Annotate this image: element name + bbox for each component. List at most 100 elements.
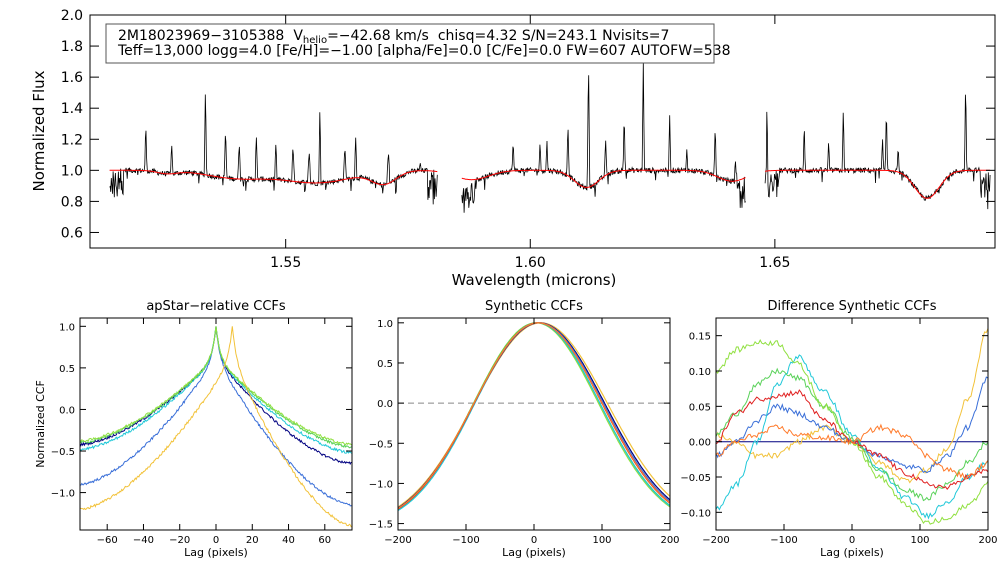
x-tick-label: 100 xyxy=(592,535,611,546)
synthetic-ccf-plot-frame xyxy=(397,317,671,531)
x-tick-label: −100 xyxy=(770,535,797,546)
y-tick-label: 1.0 xyxy=(377,319,393,330)
apstar-ccf-ticks: −60 −40 −20 0 20 40 60 −1.0 −0.5 0.0 0.5 1.0 xyxy=(51,318,352,546)
difference-ccf-green-line xyxy=(715,339,989,525)
x-tick-label: −60 xyxy=(97,535,118,546)
y-tick-label: −1.0 xyxy=(51,489,75,500)
y-tick-label: 1.8 xyxy=(61,39,83,55)
difference-ccf-gold-line xyxy=(715,328,989,484)
y-tick-label: 0.6 xyxy=(61,225,83,241)
difference-ccf-orange-line xyxy=(715,423,989,480)
apstar-ccf-lines xyxy=(79,326,353,528)
star-id: 2M18023969−3105388 xyxy=(118,28,284,44)
x-tick-label: 1.65 xyxy=(759,255,790,271)
y-tick-label: 0.8 xyxy=(61,194,83,210)
y-tick-label: 2.0 xyxy=(61,8,83,24)
apstar-ccf-x-axis-title: Lag (pixels) xyxy=(184,546,248,559)
synthetic-ccf-orange-line xyxy=(397,322,671,510)
synthetic-ccf-red-line xyxy=(397,322,671,510)
synthetic-ccf-green-line xyxy=(397,322,671,511)
y-tick-label: −0.05 xyxy=(680,473,711,484)
synthetic-ccf-title: Synthetic CCFs xyxy=(485,299,583,314)
fit-stats: chisq=4.32 S/N=243.1 Nvisits=7 xyxy=(438,28,670,44)
synthetic-ccf-cyan-line xyxy=(397,322,671,512)
difference-ccf-cyan-line xyxy=(715,354,989,520)
annotation-box xyxy=(105,23,715,64)
synthetic-ccf-x-axis-title: Lag (pixels) xyxy=(502,546,566,559)
spectrum-panel: 1.55 1.60 1.65 0.6 0.8 1.0 1.2 1.4 1.6 1.8 2.0 2M1… xyxy=(30,8,996,289)
y-tick-label: 0.0 xyxy=(377,399,393,410)
x-tick-label: 100 xyxy=(910,535,929,546)
y-tick-label: −0.5 xyxy=(369,439,393,450)
y-tick-label: 1.4 xyxy=(61,101,83,117)
x-tick-label: 40 xyxy=(282,535,295,546)
annotation-line-1: 2M18023969−3105388 Vhelio=−42.68 km/s chis… xyxy=(118,28,669,46)
v-helio-subscript: helio xyxy=(303,35,327,46)
observed-spectrum-chip-1 xyxy=(109,94,438,205)
synthetic-ccf-navy-line xyxy=(397,322,671,509)
x-tick-label: 0 xyxy=(213,535,219,546)
x-tick-label: 60 xyxy=(318,535,331,546)
spectrum-plot-frame xyxy=(89,14,996,249)
synthetic-ccf-blue-line xyxy=(397,322,671,510)
model-spectrum-chip-3 xyxy=(765,169,991,199)
v-helio-label: V xyxy=(293,28,303,44)
apstar-ccf-title: apStar−relative CCFs xyxy=(146,299,286,314)
apstar-ccf-plot-frame xyxy=(79,317,353,531)
observed-spectrum-chip-2 xyxy=(461,61,746,213)
x-tick-label: 1.55 xyxy=(270,255,301,271)
synthetic-ccf-lines xyxy=(397,322,671,512)
y-tick-label: −0.5 xyxy=(51,447,75,458)
x-tick-label: −100 xyxy=(452,535,479,546)
y-tick-label: 0.10 xyxy=(689,367,711,378)
difference-ccf-blue-line xyxy=(715,376,989,474)
y-tick-label: 1.2 xyxy=(61,132,83,148)
apstar-ccf-blue-line xyxy=(79,326,353,507)
y-tick-label: −0.10 xyxy=(680,508,711,519)
y-tick-label: 0.5 xyxy=(59,364,75,375)
y-tick-label: 0.5 xyxy=(377,359,393,370)
x-tick-label: −200 xyxy=(702,535,729,546)
synthetic-ccf-panel: −200 −100 0 100 200 −1.5 −1.0 −0.5 0.0 0.5 1.0 Syn… xyxy=(369,299,680,559)
difference-ccf-plot-frame xyxy=(715,317,989,531)
apstar-ccf-panel: −60 −40 −20 0 20 40 60 −1.0 −0.5 0.0 0.5 1.0 apStar… xyxy=(34,299,353,559)
apstar-ccf-green-line xyxy=(79,326,353,446)
x-tick-label: 200 xyxy=(660,535,679,546)
apstar-ccf-cyan-line xyxy=(79,327,353,454)
observed-spectrum-chip-3 xyxy=(764,94,991,210)
y-tick-label: 1.6 xyxy=(61,70,83,86)
annotation-line-2: Teff=13,000 logg=4.0 [Fe/H]=−1.00 [alpha… xyxy=(117,43,731,59)
spectrum-lines xyxy=(109,61,991,213)
y-tick-label: 0.15 xyxy=(689,332,711,343)
y-tick-label: −1.0 xyxy=(369,479,393,490)
spectrum-ticks: 1.55 1.60 1.65 0.6 0.8 1.0 1.2 1.4 1.6 1.8 2.0 xyxy=(61,8,995,271)
synthetic-ccf-gold-line xyxy=(397,322,671,508)
y-tick-label: 0.0 xyxy=(59,405,75,416)
apstar-ccf-y-axis-title: Normalized CCF xyxy=(34,380,47,468)
y-tick-label: 0.00 xyxy=(689,438,711,449)
y-tick-label: 1.0 xyxy=(61,163,83,179)
difference-ccf-lines xyxy=(715,328,989,525)
difference-ccf-ticks: −200 −100 0 100 200 −0.10 −0.05 0.00 0.05 0.10 0.1… xyxy=(680,318,998,546)
spectrum-y-axis-title: Normalized Flux xyxy=(30,70,48,191)
difference-ccf-panel: −200 −100 0 100 200 −0.10 −0.05 0.00 0.05 0.10 0.1… xyxy=(680,299,997,559)
x-tick-label: 1.60 xyxy=(515,255,546,271)
synthetic-ccf-lime-line xyxy=(397,322,671,510)
y-tick-label: −1.5 xyxy=(369,520,393,531)
difference-ccf-lime-line xyxy=(715,367,989,502)
difference-ccf-x-axis-title: Lag (pixels) xyxy=(820,546,884,559)
x-tick-label: −200 xyxy=(384,535,411,546)
x-tick-label: 200 xyxy=(978,535,997,546)
apstar-ccf-navy-line xyxy=(79,326,353,465)
y-tick-label: 0.05 xyxy=(689,402,711,413)
spectrum-x-axis-title: Wavelength (microns) xyxy=(452,271,617,289)
difference-ccf-title: Difference Synthetic CCFs xyxy=(767,299,936,314)
x-tick-label: −40 xyxy=(133,535,154,546)
synthetic-ccf-ticks: −200 −100 0 100 200 −1.5 −1.0 −0.5 0.0 0.5 1.0 xyxy=(369,318,680,546)
x-tick-label: 20 xyxy=(246,535,259,546)
model-spectrum-chip-2 xyxy=(461,169,746,188)
y-tick-label: 1.0 xyxy=(59,322,75,333)
x-tick-label: −20 xyxy=(169,535,190,546)
